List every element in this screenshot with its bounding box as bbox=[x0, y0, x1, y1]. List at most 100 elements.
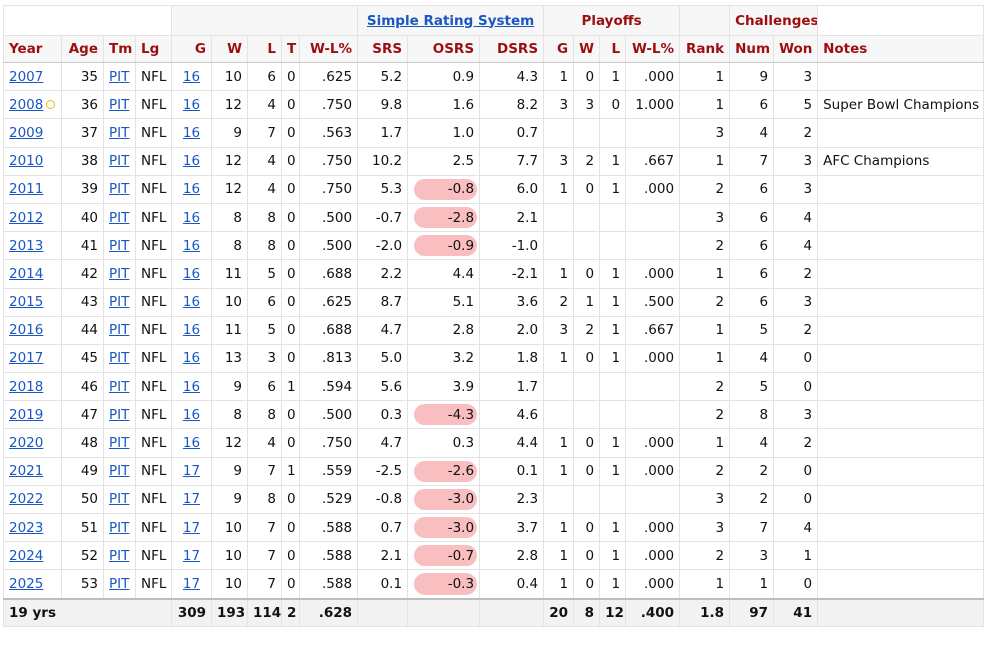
col-header-rank[interactable]: Rank bbox=[679, 35, 731, 63]
cell-playoff-losses bbox=[599, 231, 627, 261]
year-link[interactable]: 2011 bbox=[9, 181, 44, 198]
games-link[interactable]: 16 bbox=[182, 294, 201, 311]
year-link[interactable]: 2025 bbox=[9, 575, 44, 592]
year-link[interactable]: 2023 bbox=[9, 519, 44, 536]
col-header-team[interactable]: Tm bbox=[103, 35, 136, 63]
srs-link[interactable]: Simple Rating System bbox=[366, 12, 535, 29]
games-link[interactable]: 16 bbox=[182, 209, 201, 226]
year-link[interactable]: 2019 bbox=[9, 406, 44, 423]
games-link[interactable]: 16 bbox=[182, 153, 201, 170]
col-header-challenges-num[interactable]: Num bbox=[729, 35, 775, 63]
games-link[interactable]: 16 bbox=[182, 237, 201, 254]
team-link[interactable]: PIT bbox=[109, 265, 130, 282]
year-link[interactable]: 2012 bbox=[9, 209, 44, 226]
year-link[interactable]: 2022 bbox=[9, 491, 44, 508]
cell-team-link: PIT bbox=[103, 343, 136, 374]
col-header-playoff-wins[interactable]: W bbox=[573, 35, 601, 63]
col-header-srs[interactable]: SRS bbox=[357, 35, 409, 63]
games-link[interactable]: 17 bbox=[182, 547, 201, 564]
year-link[interactable]: 2017 bbox=[9, 350, 44, 367]
team-link[interactable]: PIT bbox=[109, 153, 130, 170]
cell-losses: 8 bbox=[247, 231, 282, 261]
col-header-playoff-win-loss-pct[interactable]: W-L% bbox=[625, 35, 681, 63]
col-header-wins[interactable]: W bbox=[211, 35, 248, 63]
cell-year-link: 2023 bbox=[3, 512, 62, 543]
year-link[interactable]: 2010 bbox=[9, 153, 44, 170]
team-link[interactable]: PIT bbox=[109, 491, 130, 508]
col-header-games[interactable]: G bbox=[171, 35, 212, 63]
team-link[interactable]: PIT bbox=[109, 350, 130, 367]
games-link[interactable]: 16 bbox=[182, 406, 201, 423]
cell-ties: 0 bbox=[281, 315, 300, 345]
cell-games-link: 17 bbox=[171, 569, 212, 600]
year-link[interactable]: 2020 bbox=[9, 435, 44, 452]
team-link[interactable]: PIT bbox=[109, 68, 130, 85]
cell-playoff-win-loss-pct: .667 bbox=[625, 315, 681, 345]
games-link[interactable]: 16 bbox=[182, 124, 201, 141]
team-link[interactable]: PIT bbox=[109, 519, 130, 536]
games-link[interactable]: 16 bbox=[182, 68, 201, 85]
games-link[interactable]: 16 bbox=[182, 378, 201, 395]
col-header-notes[interactable]: Notes bbox=[817, 35, 985, 63]
team-link[interactable]: PIT bbox=[109, 435, 130, 452]
team-link[interactable]: PIT bbox=[109, 294, 130, 311]
cell-osrs: -0.8 bbox=[407, 174, 481, 204]
year-link[interactable]: 2014 bbox=[9, 265, 44, 282]
cell-challenges-num: 8 bbox=[729, 400, 775, 430]
team-link[interactable]: PIT bbox=[109, 463, 130, 480]
year-link[interactable]: 2016 bbox=[9, 322, 44, 339]
col-header-challenges-won[interactable]: Won bbox=[773, 35, 819, 63]
year-link[interactable]: 2007 bbox=[9, 68, 44, 85]
year-link[interactable]: 2018 bbox=[9, 378, 44, 395]
year-link[interactable]: 2009 bbox=[9, 124, 44, 141]
games-link[interactable]: 16 bbox=[182, 322, 201, 339]
cell-ties: 0 bbox=[281, 174, 300, 204]
col-header-playoff-losses[interactable]: L bbox=[599, 35, 627, 63]
cell-challenges-won: 5 bbox=[773, 90, 819, 120]
team-link[interactable]: PIT bbox=[109, 322, 130, 339]
col-header-age[interactable]: Age bbox=[61, 35, 104, 63]
games-link[interactable]: 16 bbox=[182, 96, 201, 113]
games-link[interactable]: 17 bbox=[182, 463, 201, 480]
games-link[interactable]: 16 bbox=[182, 181, 201, 198]
games-link[interactable]: 17 bbox=[182, 491, 201, 508]
col-header-league[interactable]: Lg bbox=[135, 35, 172, 63]
team-link[interactable]: PIT bbox=[109, 96, 130, 113]
games-link[interactable]: 16 bbox=[182, 350, 201, 367]
col-header-osrs[interactable]: OSRS bbox=[407, 35, 481, 63]
col-header-year[interactable]: Year bbox=[3, 35, 62, 63]
year-link[interactable]: 2015 bbox=[9, 294, 44, 311]
team-link[interactable]: PIT bbox=[109, 378, 130, 395]
team-link[interactable]: PIT bbox=[109, 406, 130, 423]
col-header-ties[interactable]: T bbox=[281, 35, 300, 63]
col-header-playoff-games[interactable]: G bbox=[543, 35, 575, 63]
cell-losses: 8 bbox=[247, 202, 282, 233]
cell-win-loss-pct: .750 bbox=[298, 146, 359, 176]
team-link[interactable]: PIT bbox=[109, 181, 130, 198]
year-link[interactable]: 2008 bbox=[9, 96, 44, 113]
team-link[interactable]: PIT bbox=[109, 237, 130, 254]
games-link[interactable]: 16 bbox=[182, 435, 201, 452]
highlight-mark bbox=[414, 488, 478, 510]
year-link[interactable]: 2021 bbox=[9, 463, 44, 480]
cell-games-link: 16 bbox=[171, 202, 212, 233]
games-link[interactable]: 17 bbox=[182, 519, 201, 536]
games-link[interactable]: 17 bbox=[182, 575, 201, 592]
team-link[interactable]: PIT bbox=[109, 575, 130, 592]
cell-playoff-wins: 0 bbox=[573, 343, 601, 374]
team-link[interactable]: PIT bbox=[109, 547, 130, 564]
col-header-losses[interactable]: L bbox=[247, 35, 282, 63]
col-header-win-loss-pct[interactable]: W-L% bbox=[298, 35, 359, 63]
osrs-value: -2.6 bbox=[447, 463, 475, 480]
cell-year-link: 2021 bbox=[3, 456, 62, 486]
cell-dsrs: -1.0 bbox=[479, 231, 545, 261]
col-header-dsrs[interactable]: DSRS bbox=[479, 35, 545, 63]
games-link[interactable]: 16 bbox=[182, 265, 201, 282]
team-link[interactable]: PIT bbox=[109, 209, 130, 226]
cell-losses: 8 bbox=[247, 400, 282, 430]
year-link[interactable]: 2024 bbox=[9, 547, 44, 564]
cell-team-link: PIT bbox=[103, 372, 136, 402]
cell-osrs: 1.6 bbox=[407, 90, 481, 120]
year-link[interactable]: 2013 bbox=[9, 237, 44, 254]
team-link[interactable]: PIT bbox=[109, 124, 130, 141]
